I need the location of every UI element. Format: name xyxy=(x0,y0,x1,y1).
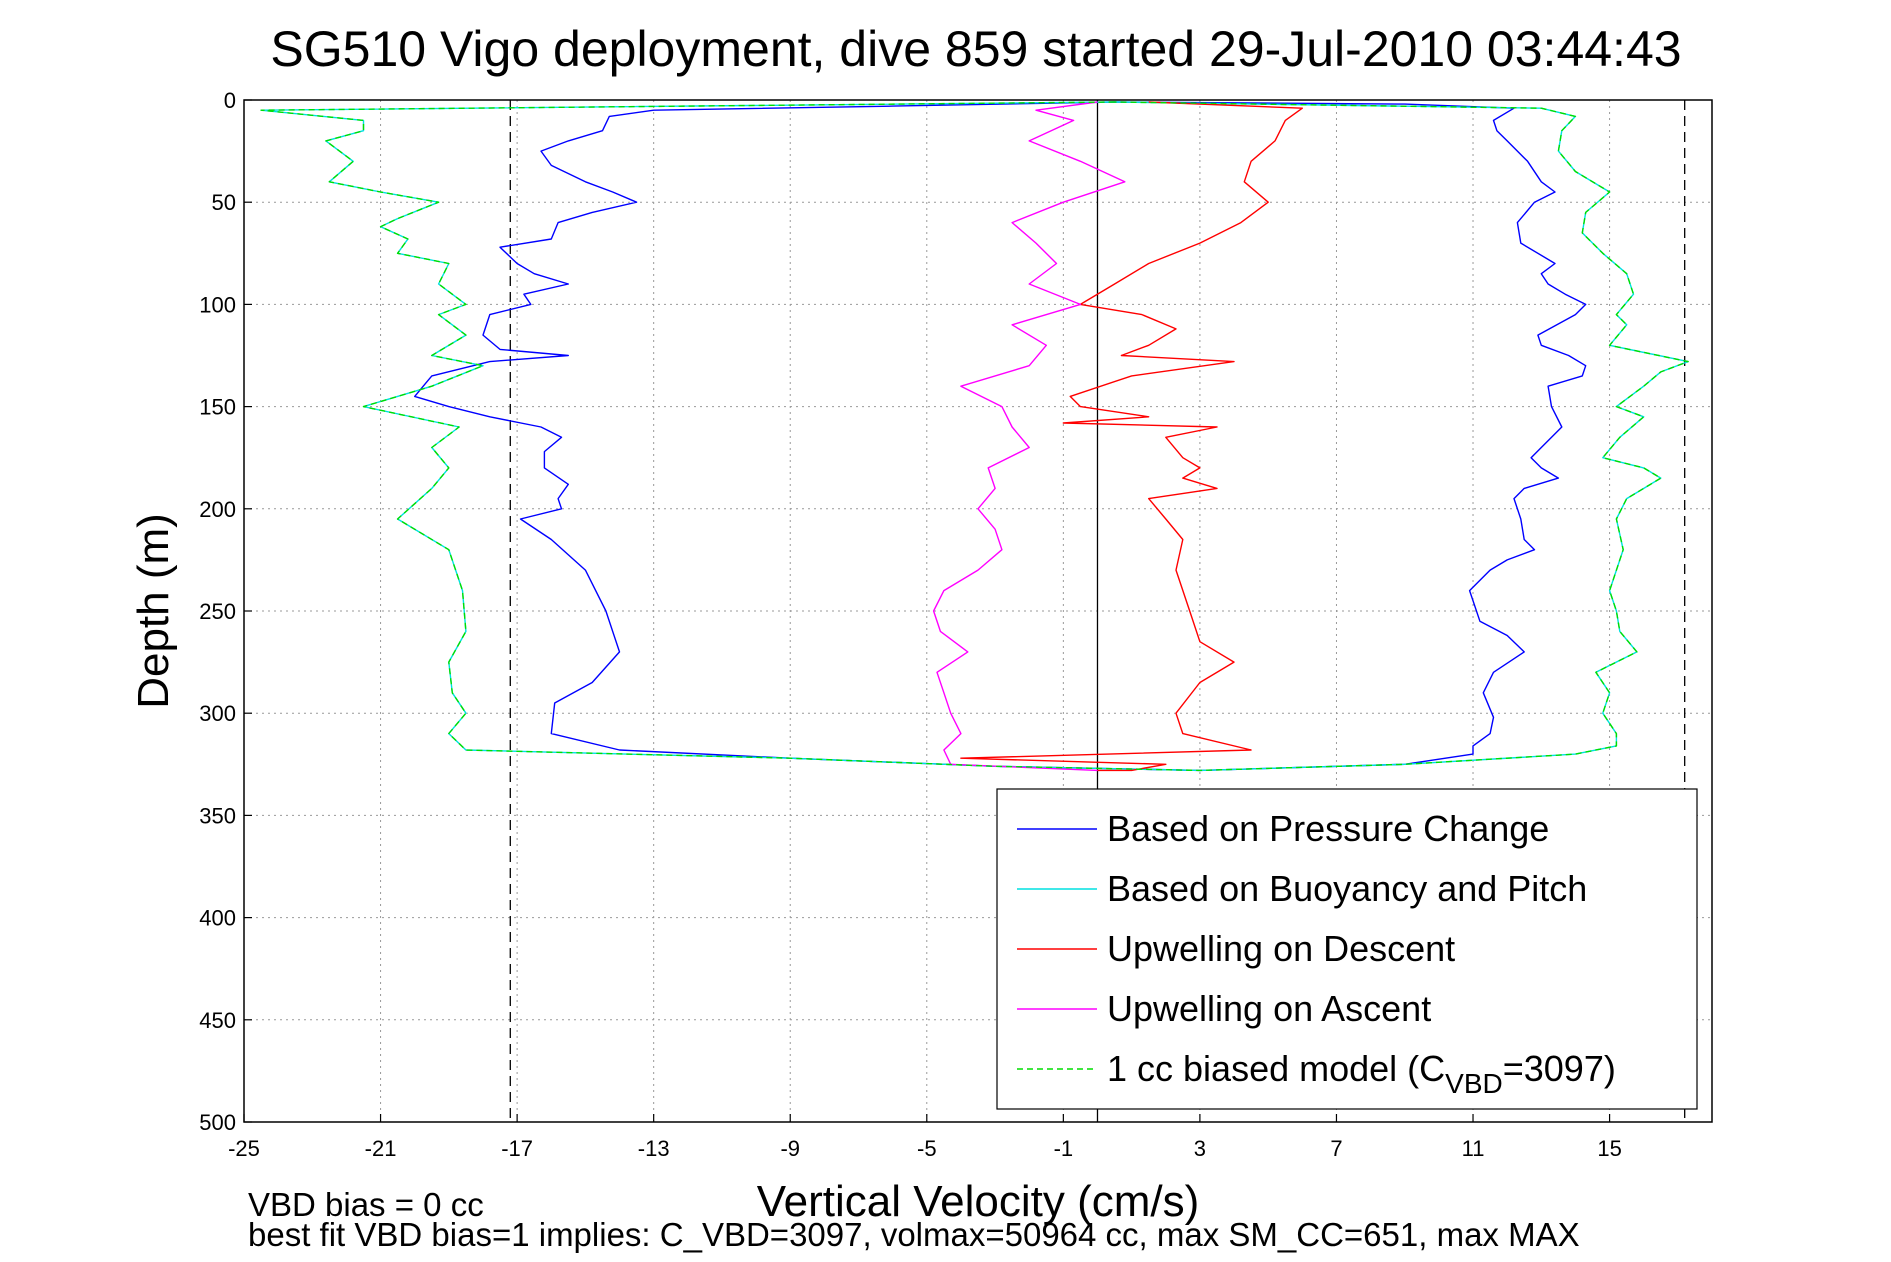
y-tick-label: 350 xyxy=(199,803,236,828)
series-line-5 xyxy=(260,101,1689,772)
y-tick-label: 300 xyxy=(199,701,236,726)
y-tick-label: 450 xyxy=(199,1008,236,1033)
x-tick-label: -21 xyxy=(365,1136,397,1161)
x-tick-label: 7 xyxy=(1330,1136,1342,1161)
x-tick-label: 3 xyxy=(1194,1136,1206,1161)
legend-label: Based on Buoyancy and Pitch xyxy=(1107,868,1587,909)
y-tick-label: 150 xyxy=(199,395,236,420)
y-tick-label: 400 xyxy=(199,906,236,931)
y-tick-label: 0 xyxy=(224,88,236,113)
y-tick-label: 500 xyxy=(199,1110,236,1135)
y-tick-label: 50 xyxy=(212,190,236,215)
best-fit-note: best fit VBD bias=1 implies: C_VBD=3097,… xyxy=(248,1216,1580,1253)
series-line-3 xyxy=(960,101,1303,772)
x-tick-label: -1 xyxy=(1054,1136,1074,1161)
grid xyxy=(244,100,1712,1122)
x-tick-label: 11 xyxy=(1462,1136,1485,1161)
x-tick-label: -9 xyxy=(780,1136,800,1161)
y-axis-label: Depth (m) xyxy=(129,513,178,709)
y-tick-label: 100 xyxy=(199,292,236,317)
legend-label: Based on Pressure Change xyxy=(1107,808,1549,849)
legend-label: Upwelling on Ascent xyxy=(1107,988,1431,1029)
legend-box xyxy=(996,788,1698,1110)
y-tick-labels: 0 50 100 150 200 250 300 350 400 450 500 xyxy=(199,88,252,1135)
vbd-bias-note: VBD bias = 0 cc xyxy=(248,1186,484,1223)
x-tick-label: -13 xyxy=(638,1136,670,1161)
x-tick-label: -5 xyxy=(917,1136,937,1161)
legend-label: 1 cc biased model (CVBD=3097) xyxy=(1107,1048,1616,1099)
legend-label: Upwelling on Descent xyxy=(1107,928,1455,969)
series-group xyxy=(260,101,1689,772)
series-line-4 xyxy=(932,101,1126,772)
chart-title: SG510 Vigo deployment, dive 859 started … xyxy=(270,21,1681,77)
x-tick-label: -25 xyxy=(228,1136,260,1161)
y-tick-label: 200 xyxy=(199,497,236,522)
legend: Based on Pressure Change Based on Buoyanc… xyxy=(996,788,1698,1110)
y-tick-label: 250 xyxy=(199,599,236,624)
x-tick-label: -17 xyxy=(501,1136,533,1161)
x-tick-labels: -25 -21 -17 -13 -9 -5 -1 3 7 11 15 xyxy=(228,1114,1622,1161)
x-axis-label: Vertical Velocity (cm/s) xyxy=(757,1177,1200,1226)
x-tick-label: 15 xyxy=(1597,1136,1621,1161)
